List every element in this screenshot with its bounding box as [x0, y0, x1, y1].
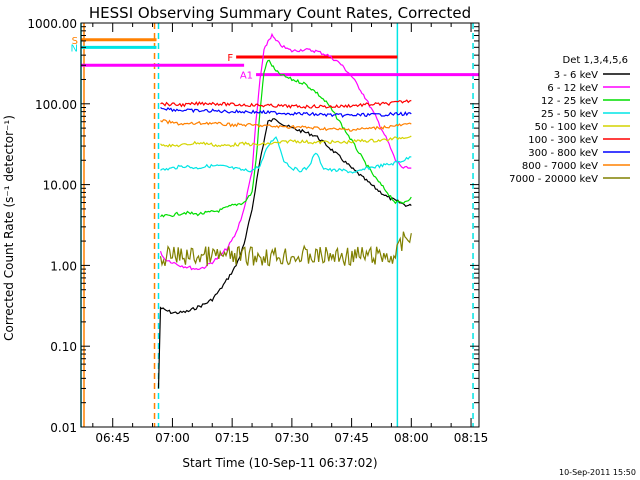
series-line [160, 99, 412, 110]
chart-title: HESSI Observing Summary Count Rates, Cor… [89, 4, 471, 22]
legend-label: 300 - 800 keV [528, 148, 598, 159]
flag-label: S [72, 36, 78, 47]
series-line [159, 32, 412, 271]
flag-bars: SN F A1 [71, 36, 479, 82]
y-tick-label: 100.00 [35, 98, 77, 112]
x-tick-label: 06:45 [95, 431, 130, 445]
series-line [157, 118, 412, 389]
legend-label: 100 - 300 keV [528, 135, 598, 146]
series-line [160, 59, 412, 218]
legend-label: 12 - 25 keV [541, 96, 598, 107]
x-tick-label: 07:15 [215, 431, 250, 445]
series-line [160, 106, 412, 118]
series-line [160, 119, 412, 132]
x-tick-label: 08:15 [454, 431, 489, 445]
flag-label: A1 [240, 71, 253, 82]
x-tick-label: 07:45 [334, 431, 369, 445]
legend-label: 3 - 6 keV [554, 70, 598, 81]
series-lines [157, 32, 412, 389]
y-tick-label: 0.01 [50, 421, 77, 435]
y-tick-label: 10.00 [43, 179, 77, 193]
series-line [159, 231, 412, 267]
timestamp: 10-Sep-2011 15:50 [559, 468, 636, 477]
series-line [160, 135, 412, 148]
x-tick-label: 08:00 [394, 431, 429, 445]
x-tick-label: 07:30 [275, 431, 310, 445]
y-axis-label: Corrected Count Rate (s⁻¹ detector⁻¹) [2, 115, 16, 341]
flag-label: N [71, 43, 78, 54]
legend-label: 25 - 50 keV [541, 109, 598, 120]
flag-label: F [227, 53, 233, 64]
plot-frame [80, 22, 480, 428]
series-line [160, 136, 412, 174]
vertical-markers [80, 23, 474, 427]
y-tick-label: 0.10 [50, 340, 77, 354]
axes: 06:45 07:00 07:15 07:30 07:45 08:00 08:15 0.01 0… [27, 17, 488, 445]
x-axis-label: Start Time (10-Sep-11 06:37:02) [182, 456, 377, 470]
y-tick-label: 1000.00 [27, 17, 77, 31]
y-tick-label: 1.00 [50, 259, 77, 273]
x-tick-label: 07:00 [155, 431, 190, 445]
legend: Det 1,3,4,5,6 3 - 6 keV 6 - 12 keV 12 - 25… [509, 55, 630, 185]
legend-label: 800 - 7000 keV [522, 161, 598, 172]
legend-label: 6 - 12 keV [547, 83, 598, 94]
legend-label: 7000 - 20000 keV [509, 174, 598, 185]
legend-label: 50 - 100 keV [535, 122, 599, 133]
legend-title: Det 1,3,4,5,6 [563, 55, 628, 66]
